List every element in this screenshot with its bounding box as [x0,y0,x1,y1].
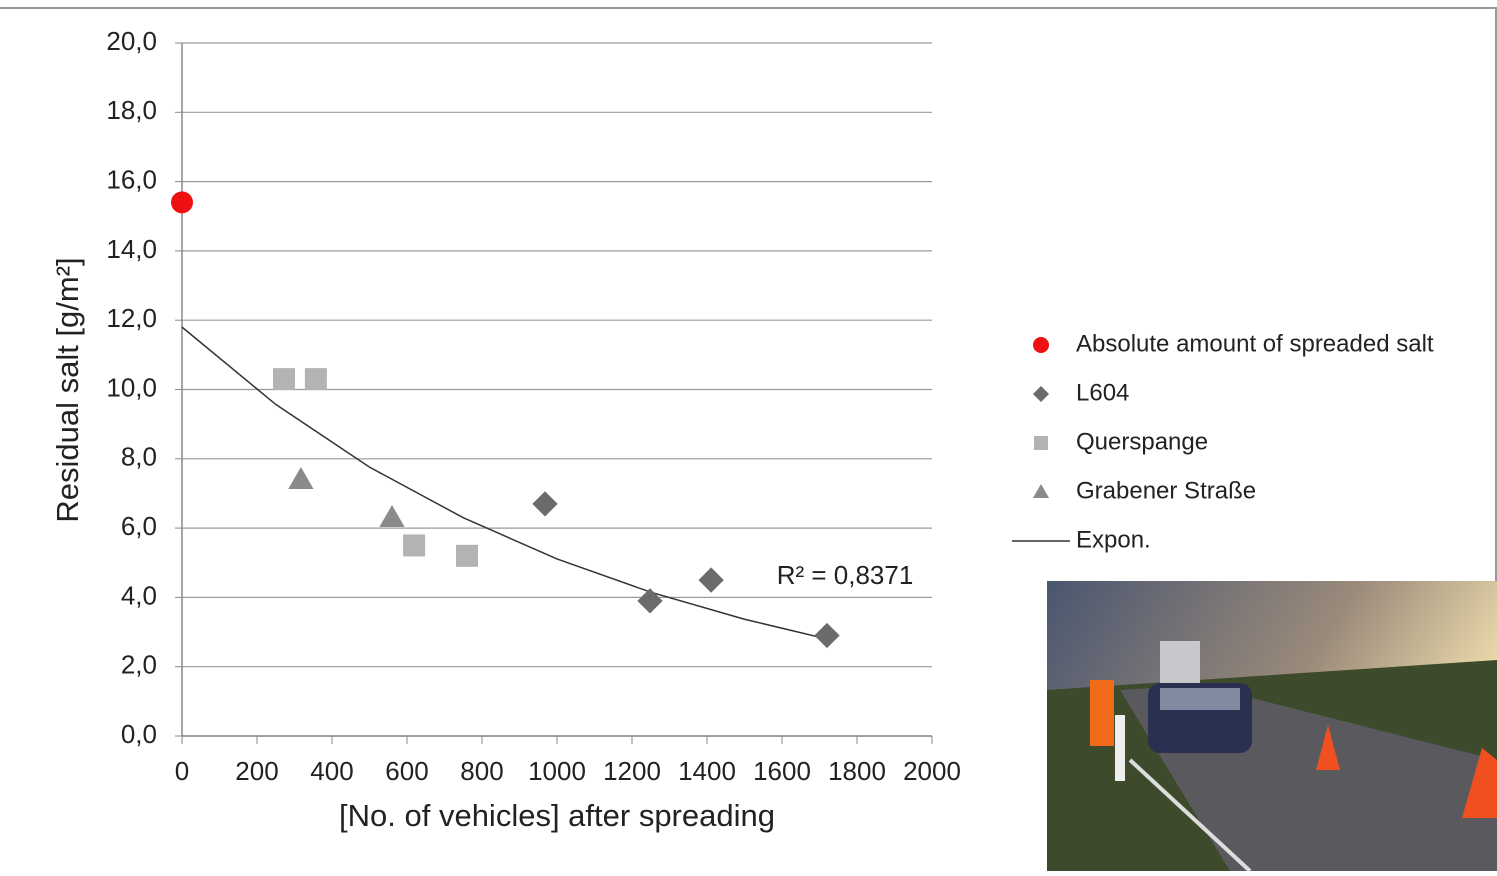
point [305,368,327,390]
legend-label: Querspange [1076,428,1208,455]
legend-marker [1033,484,1049,498]
y-tick-label: 4,0 [121,580,157,610]
legend-marker [1034,436,1048,450]
photo-truck [1160,641,1200,683]
point [288,467,313,489]
photo-post [1115,715,1125,781]
y-tick-label: 12,0 [106,303,157,333]
legend-label: Absolute amount of spreaded salt [1076,330,1434,357]
x-tick-label: 800 [460,756,503,786]
r-squared: R² = 0,8371 [777,560,914,590]
y-tick-label: 0,0 [121,719,157,749]
legend-marker [1033,386,1049,402]
legend-marker [1033,337,1049,353]
point [171,191,193,213]
x-tick-label: 400 [310,756,353,786]
point [698,567,723,592]
legend-label: Grabener Straße [1076,477,1256,504]
x-tick-label: 200 [235,756,278,786]
x-tick-label: 1600 [753,756,811,786]
point [456,545,478,567]
legend-label: Expon. [1076,526,1151,553]
page: {"chart_data": { "type": "scatter", "x_l… [0,0,1497,871]
x-tick-label: 1200 [603,756,661,786]
photo-windscreen [1160,688,1240,710]
x-tick-label: 1000 [528,756,586,786]
point [403,534,425,556]
y-tick-label: 8,0 [121,442,157,472]
y-tick-label: 16,0 [106,164,157,194]
chart: [No. of vehicles] after spreading Residu… [0,0,1497,871]
y-tick-label: 20,0 [106,26,157,56]
y-axis-title: Residual salt [g/m²] [50,257,85,522]
legend-label: L604 [1076,379,1129,406]
photo [1047,581,1497,871]
point [814,623,839,648]
x-axis-title: [No. of vehicles] after spreading [339,798,775,833]
photo-worker [1090,680,1114,746]
y-tick-label: 2,0 [121,650,157,680]
point [379,505,404,527]
point [532,491,557,516]
y-tick-label: 10,0 [106,372,157,402]
x-tick-label: 1400 [678,756,736,786]
y-tick-label: 14,0 [106,234,157,264]
point [273,368,295,390]
x-tick-label: 1800 [828,756,886,786]
y-tick-label: 6,0 [121,511,157,541]
x-tick-label: 0 [175,756,189,786]
x-tick-label: 600 [385,756,428,786]
x-tick-label: 2000 [903,756,961,786]
y-tick-label: 18,0 [106,95,157,125]
point [637,588,662,613]
